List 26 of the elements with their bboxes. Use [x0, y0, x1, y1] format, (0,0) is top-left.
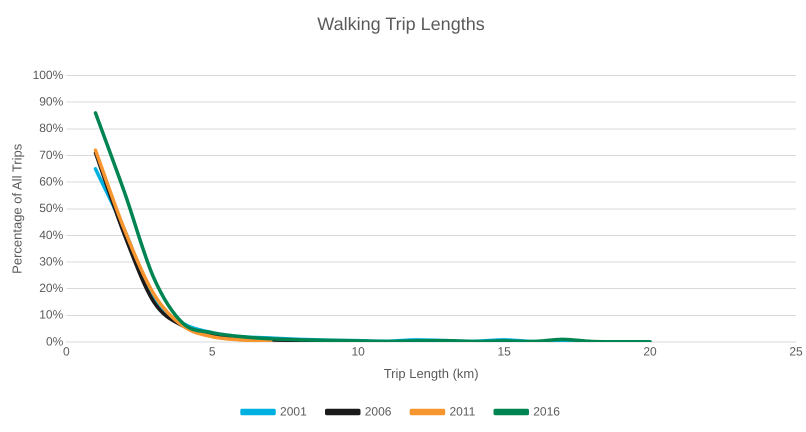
chart-title: Walking Trip Lengths	[317, 14, 485, 34]
y-tick-label: 60%	[39, 174, 64, 188]
y-tick-label: 50%	[39, 201, 64, 216]
x-tick-label: 25	[789, 344, 803, 359]
x-tick-label: 20	[643, 344, 658, 359]
y-tick-label: 30%	[39, 254, 64, 268]
line-series	[94, 148, 272, 342]
y-tick-label: 80%	[39, 121, 64, 136]
x-tick-label: 10	[351, 344, 366, 359]
legend-label: 2006	[364, 404, 392, 418]
legend-label: 2011	[449, 404, 476, 418]
y-tick-label: 100%	[32, 68, 64, 82]
y-tick-label: 40%	[39, 228, 64, 242]
y-tick-label: 10%	[39, 308, 64, 322]
x-tick-label: 5	[208, 344, 216, 359]
x-tick-label: 15	[497, 344, 512, 359]
y-tick-label: 90%	[39, 94, 64, 109]
y-tick-label: 0%	[46, 334, 64, 348]
legend-label: 2016	[533, 404, 560, 418]
x-axis-title: Trip Length (km)	[384, 366, 479, 381]
y-axis-title: Percentage of All Trips	[9, 143, 24, 274]
y-tick-label: 20%	[39, 281, 64, 296]
line-series	[94, 111, 652, 342]
x-tick-label: 0	[62, 344, 70, 359]
y-tick-label: 70%	[39, 148, 64, 162]
legend-label: 2001	[280, 404, 308, 418]
